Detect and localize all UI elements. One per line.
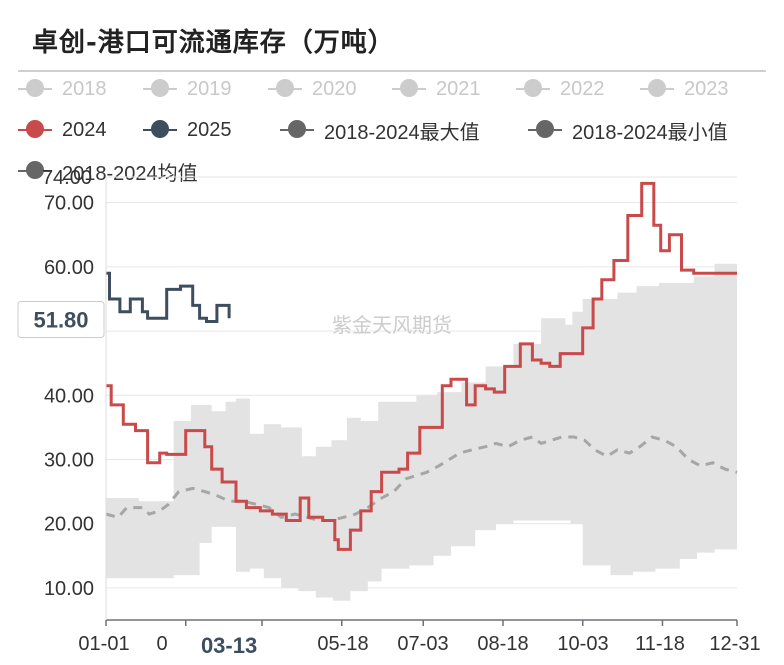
legend-symbol-icon	[18, 79, 52, 99]
y-pointer-label-bg	[17, 301, 105, 339]
x-tick-label: 05-18	[317, 633, 368, 655]
title-divider	[18, 70, 766, 72]
legend-symbol-icon	[280, 120, 314, 140]
legend-symbol-icon	[268, 79, 302, 99]
x-tick-label: 07-03	[397, 633, 448, 655]
legend-item-min[interactable]: 2018-2024最小值	[528, 115, 728, 145]
legend-symbol-icon	[516, 79, 550, 99]
series-avg-line	[105, 435, 738, 522]
x-pointer-label: 03-13	[201, 633, 257, 658]
legend-label: 2024	[62, 118, 107, 141]
legend-symbol-icon	[392, 79, 426, 99]
legend-label: 2020	[312, 77, 357, 100]
legend-item-2023[interactable]: 2023	[640, 74, 729, 104]
legend-label: 2022	[560, 77, 605, 100]
legend-label: 2025	[187, 118, 232, 141]
y-tick-label: 70.00	[44, 193, 94, 215]
legend-item-avg[interactable]: 2018-2024均值	[18, 156, 198, 186]
y-tick-label: 20.00	[44, 514, 94, 536]
legend-item-2025[interactable]: 2025	[143, 115, 232, 145]
legend-item-2024[interactable]: 2024	[18, 115, 107, 145]
y-tick-label: 10.00	[44, 578, 94, 600]
y-tick-label: 30.00	[44, 449, 94, 471]
series-2025-line	[106, 271, 231, 323]
x-tick-label: 08-18	[477, 633, 528, 655]
legend-label: 2018	[62, 77, 107, 100]
legend-item-2019[interactable]: 2019	[143, 74, 232, 104]
legend-label: 2018-2024均值	[62, 162, 198, 185]
y-tick-label: 40.00	[44, 385, 94, 407]
chart-title: 卓创-港口可流通库存（万吨）	[32, 28, 395, 58]
legend-label: 2021	[436, 77, 481, 100]
legend-item-2021[interactable]: 2021	[392, 74, 481, 104]
legend-item-2020[interactable]: 2020	[268, 74, 357, 104]
series-minmax-band	[106, 263, 737, 601]
legend-item-2022[interactable]: 2022	[516, 74, 605, 104]
legend-label: 2018-2024最小值	[572, 121, 728, 144]
x-tick-label: 0	[156, 633, 167, 655]
legend-symbol-icon	[18, 120, 52, 140]
legend-symbol-icon	[143, 79, 177, 99]
x-tick-label: 11-18	[635, 633, 685, 655]
legend-symbol-icon	[528, 120, 562, 140]
legend-label: 2019	[187, 77, 232, 100]
legend-symbol-icon	[640, 79, 674, 99]
legend-symbol-icon	[143, 120, 177, 140]
legend-label: 2023	[684, 77, 729, 100]
x-pointer-label-bg	[183, 629, 276, 663]
legend-item-max[interactable]: 2018-2024最大值	[280, 115, 480, 145]
y-pointer-label: 51.80	[33, 308, 88, 333]
watermark-text: 紫金天风期货	[332, 313, 452, 337]
x-tick-label: 10-03	[557, 633, 608, 655]
x-tick-label: 01-01	[78, 633, 129, 655]
x-tick-label: 12-31	[709, 633, 760, 655]
series-2024-line	[106, 181, 737, 551]
y-tick-label: 60.00	[44, 257, 94, 279]
legend-item-2018[interactable]: 2018	[18, 74, 107, 104]
y-tick-label-top: 74.00	[42, 167, 92, 189]
legend-symbol-icon	[18, 161, 52, 181]
legend-label: 2018-2024最大值	[324, 121, 480, 144]
